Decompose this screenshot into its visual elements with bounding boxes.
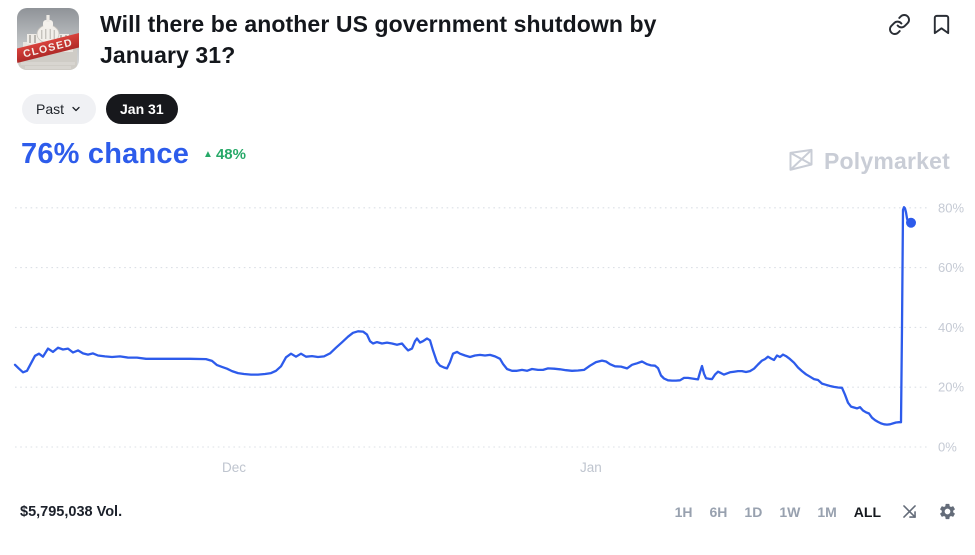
page-title: Will there be another US government shut… <box>100 9 800 71</box>
past-dropdown-label: Past <box>36 101 65 117</box>
compare-arrows-icon[interactable] <box>900 502 919 521</box>
x-label-dec: Dec <box>222 460 246 475</box>
delta-value: 48% <box>215 146 246 163</box>
delta-up-icon: ▲ <box>203 148 213 160</box>
filter-row: Past Jan 31 <box>22 94 178 124</box>
outcome-chip-label: Jan 31 <box>120 101 164 117</box>
range-button-1d[interactable]: 1D <box>744 503 763 520</box>
past-dropdown[interactable]: Past <box>22 94 97 124</box>
polymarket-watermark: Polymarket <box>787 147 950 175</box>
market-thumbnail: CLOSED <box>17 8 79 70</box>
price-chart[interactable]: 0% 20% 40% 60% 80% Dec Jan <box>0 190 975 490</box>
range-button-1m[interactable]: 1M <box>817 503 837 520</box>
chevron-down-icon <box>72 106 80 112</box>
polymarket-wordmark: Polymarket <box>823 147 950 174</box>
polymarket-logo-icon <box>789 148 813 171</box>
price-row: 76% chance ▲ 48% <box>21 138 246 171</box>
bookmark-icon[interactable] <box>930 13 953 36</box>
range-button-1w[interactable]: 1W <box>779 503 801 520</box>
chart-controls: 1H 6H 1D 1W 1M ALL <box>675 502 957 521</box>
volume-label: $5,795,038 Vol. <box>20 504 123 520</box>
range-button-1h[interactable]: 1H <box>674 503 693 520</box>
price-delta: ▲ 48% <box>203 146 246 163</box>
price-line <box>13 206 913 426</box>
gear-icon[interactable] <box>938 502 957 521</box>
page-title-line1: Will there be another US government shut… <box>100 11 657 37</box>
y-tick-60: 60% <box>938 260 964 275</box>
range-button-all[interactable]: ALL <box>853 503 881 520</box>
y-tick-20: 20% <box>938 380 964 395</box>
outcome-chip-jan31[interactable]: Jan 31 <box>106 94 178 124</box>
y-tick-40: 40% <box>938 320 964 335</box>
x-label-jan: Jan <box>580 460 602 475</box>
capitol-closed-image: CLOSED <box>17 8 79 70</box>
y-tick-0: 0% <box>938 440 957 455</box>
y-tick-80: 80% <box>938 200 964 215</box>
page-title-line2: January 31? <box>100 42 236 68</box>
link-icon[interactable] <box>888 13 911 36</box>
header-actions <box>888 13 953 36</box>
range-button-6h[interactable]: 6H <box>709 503 728 520</box>
chance-value: 76% chance <box>21 138 190 170</box>
current-price-dot <box>906 217 916 228</box>
